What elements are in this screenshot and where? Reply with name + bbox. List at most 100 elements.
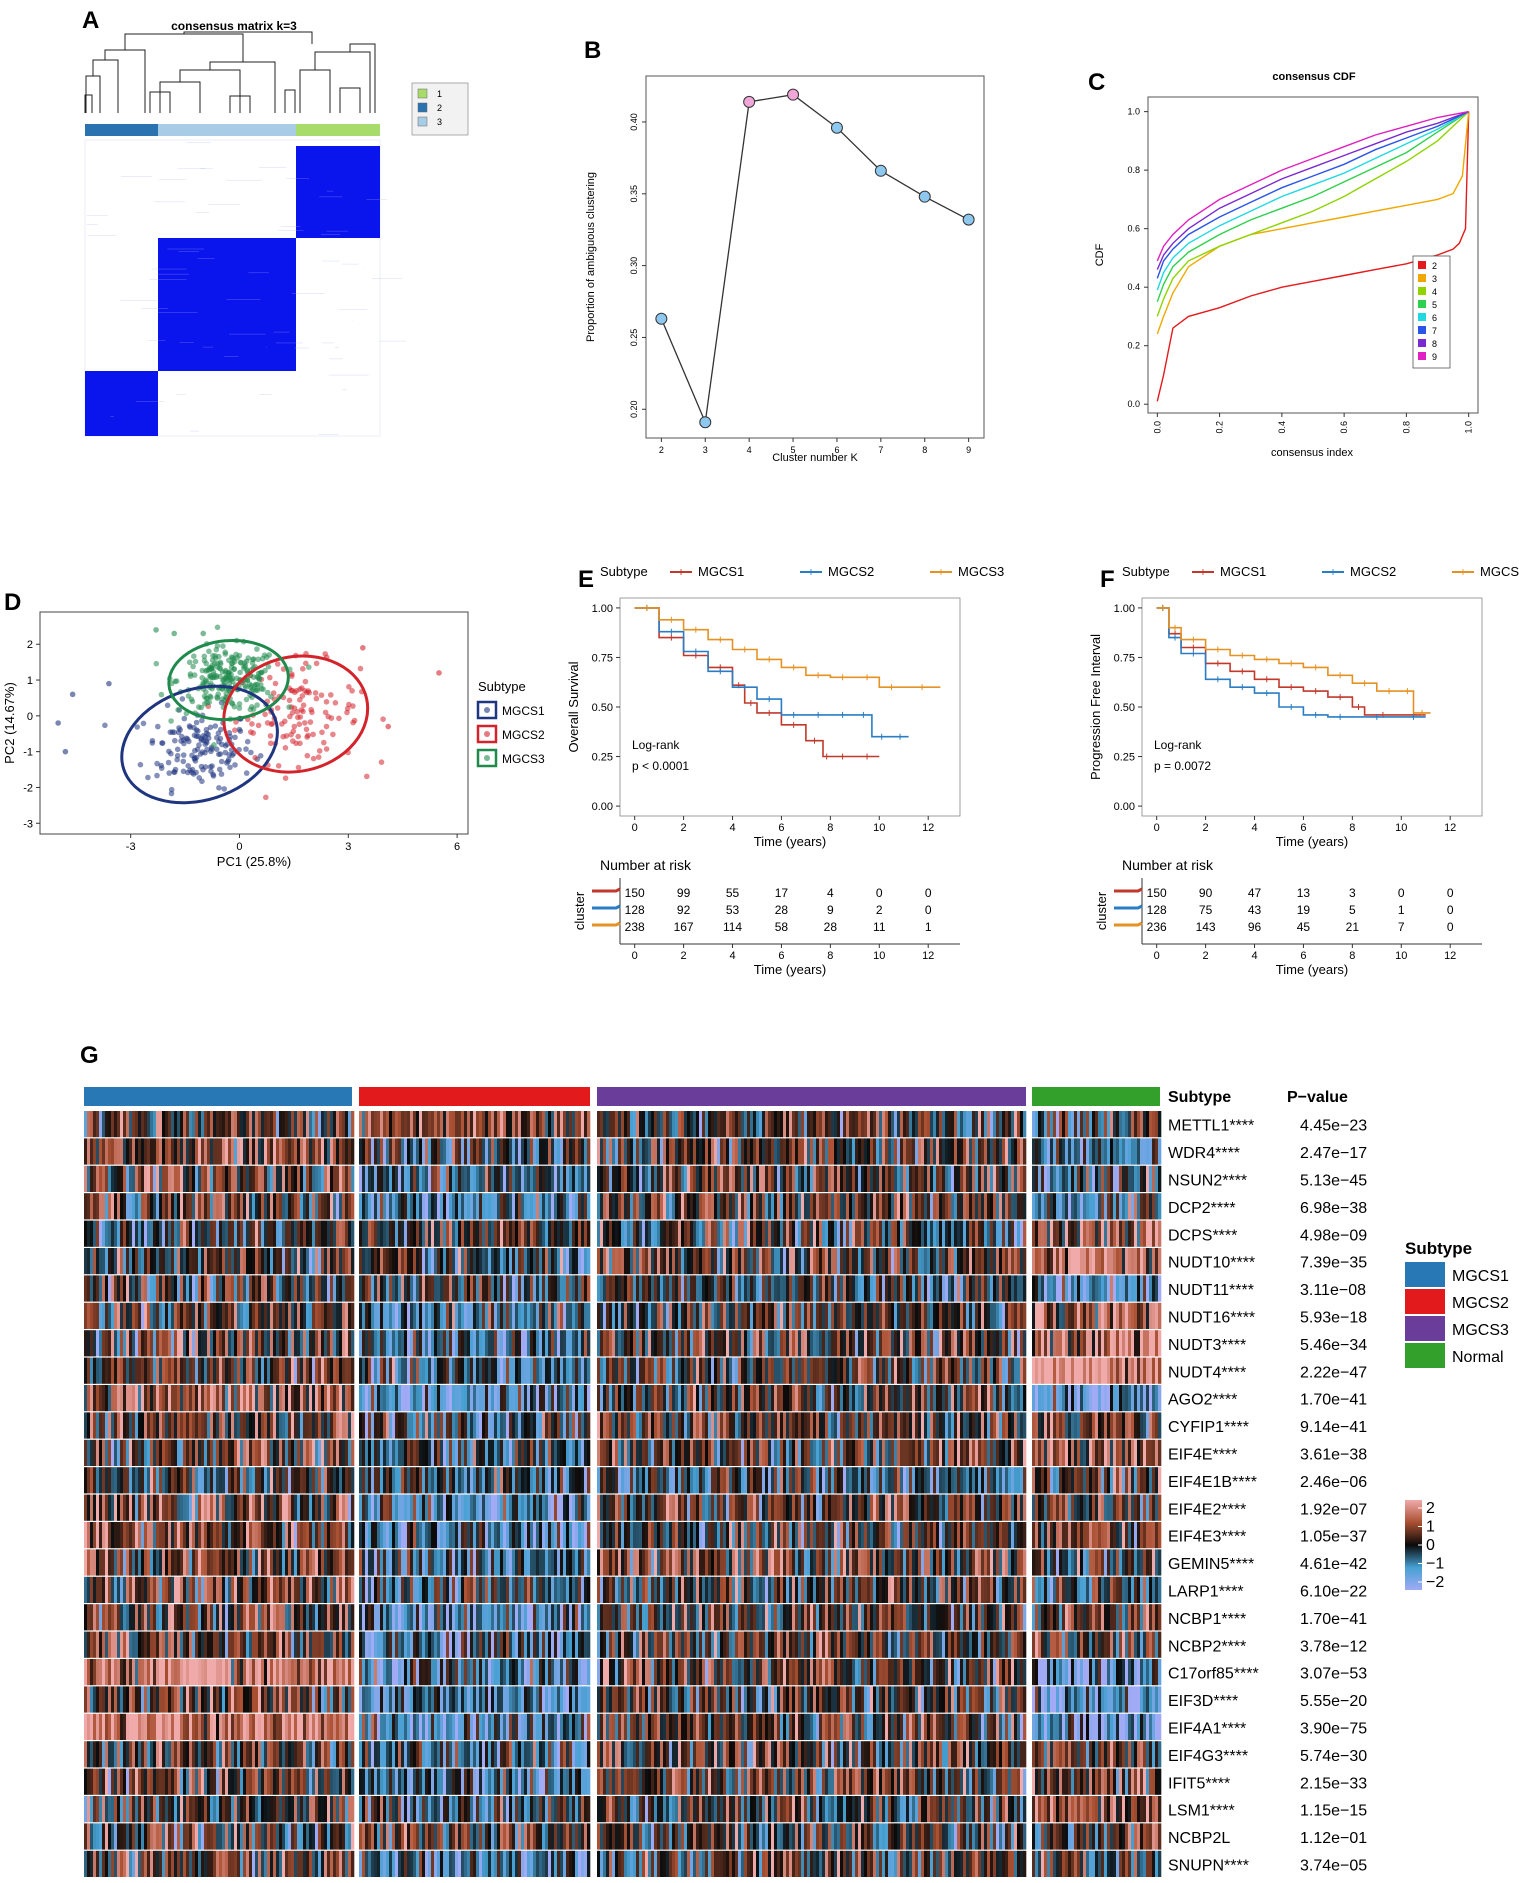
heatmap-cell bbox=[1137, 1302, 1141, 1329]
heatmap-cell bbox=[189, 1220, 193, 1247]
heatmap-cell bbox=[711, 1111, 715, 1138]
heatmap-cell bbox=[147, 1220, 151, 1247]
heatmap-cell bbox=[870, 1330, 874, 1357]
heatmap-cell bbox=[624, 1385, 628, 1412]
heatmap-cell bbox=[222, 1412, 226, 1439]
heatmap-cell bbox=[165, 1193, 169, 1220]
dendrogram-branch bbox=[92, 59, 119, 113]
heatmap-cell bbox=[401, 1111, 405, 1138]
heatmap-cell bbox=[192, 1220, 196, 1247]
heatmap-cell bbox=[909, 1357, 913, 1384]
heatmap-cell bbox=[138, 1220, 142, 1247]
heatmap-cell bbox=[1110, 1193, 1114, 1220]
heatmap-cell bbox=[882, 1330, 886, 1357]
heatmap-cell bbox=[192, 1248, 196, 1275]
heatmap-cell bbox=[1125, 1138, 1129, 1165]
pca-point-mgcs2 bbox=[303, 660, 309, 667]
heatmap-cell bbox=[1074, 1138, 1078, 1165]
heatmap-cell bbox=[386, 1193, 390, 1220]
heatmap-cell bbox=[584, 1275, 588, 1302]
heatmap-cell bbox=[873, 1220, 877, 1247]
heatmap-cell bbox=[744, 1138, 748, 1165]
heatmap-cell bbox=[500, 1385, 504, 1412]
heatmap-cell bbox=[927, 1165, 931, 1192]
heatmap-cell bbox=[216, 1138, 220, 1165]
heatmap-cell bbox=[1131, 1330, 1135, 1357]
pca-point-mgcs2 bbox=[380, 716, 386, 722]
heatmap-cell bbox=[606, 1138, 610, 1165]
heatmap-cell bbox=[1107, 1330, 1111, 1357]
heatmap-cell bbox=[141, 1220, 145, 1247]
heatmap-cell bbox=[324, 1138, 328, 1165]
heatmap-cell bbox=[729, 1275, 733, 1302]
heatmap-cell bbox=[870, 1111, 874, 1138]
heatmap-cell bbox=[1131, 1138, 1135, 1165]
heatmap-cell bbox=[993, 1248, 997, 1275]
heatmap-cell bbox=[693, 1275, 697, 1302]
pca-point-mgcs3 bbox=[189, 698, 196, 705]
heatmap-cell bbox=[1077, 1302, 1081, 1329]
heatmap-cell bbox=[345, 1357, 349, 1384]
heatmap-cell bbox=[981, 1357, 985, 1384]
risk-count: 28 bbox=[824, 920, 838, 934]
heatmap-cell bbox=[666, 1302, 670, 1329]
heatmap-cell bbox=[816, 1357, 820, 1384]
heatmap-cell bbox=[705, 1357, 709, 1384]
heatmap-cell bbox=[297, 1220, 301, 1247]
heatmap-cell bbox=[1155, 1220, 1159, 1247]
km-censor-mark bbox=[815, 672, 822, 679]
heatmap-cell bbox=[756, 1330, 760, 1357]
heatmap-cell bbox=[578, 1302, 582, 1329]
heatmap-cell bbox=[446, 1193, 450, 1220]
heatmap-cell bbox=[870, 1220, 874, 1247]
heatmap-cell bbox=[957, 1302, 961, 1329]
heatmap-cell bbox=[966, 1275, 970, 1302]
heatmap-cell bbox=[693, 1330, 697, 1357]
heatmap-cell bbox=[117, 1412, 121, 1439]
pca-point-mgcs1 bbox=[168, 750, 174, 757]
heatmap-cell bbox=[557, 1385, 561, 1412]
heatmap-cell bbox=[624, 1165, 628, 1192]
heatmap-cell bbox=[663, 1385, 667, 1412]
dendrogram-branch bbox=[349, 43, 376, 113]
heatmap-cell bbox=[488, 1248, 492, 1275]
heatmap-cell bbox=[861, 1138, 865, 1165]
pca-point-mgcs3 bbox=[204, 695, 210, 701]
heatmap-cell bbox=[1008, 1330, 1012, 1357]
heatmap-cell bbox=[717, 1330, 721, 1357]
heatmap-cell bbox=[351, 1412, 355, 1439]
c-ytick-label: 1.0 bbox=[1127, 107, 1140, 117]
heatmap-cell bbox=[894, 1111, 898, 1138]
heatmap-cell bbox=[831, 1357, 835, 1384]
heatmap-cell bbox=[569, 1165, 573, 1192]
heatmap-cell bbox=[885, 1220, 889, 1247]
heatmap-cell bbox=[837, 1330, 841, 1357]
heatmap-cell bbox=[852, 1193, 856, 1220]
heatmap-cell bbox=[777, 1220, 781, 1247]
heatmap-cell bbox=[84, 1248, 88, 1275]
heatmap-cell bbox=[690, 1248, 694, 1275]
heatmap-cell bbox=[1017, 1330, 1021, 1357]
heatmap-cell bbox=[1053, 1248, 1057, 1275]
heatmap-cell bbox=[1119, 1193, 1123, 1220]
heatmap-cell bbox=[464, 1193, 468, 1220]
heatmap-cell bbox=[306, 1412, 310, 1439]
heatmap-cell bbox=[720, 1111, 724, 1138]
heatmap-cell bbox=[735, 1385, 739, 1412]
pca-point-mgcs3 bbox=[199, 675, 205, 681]
heatmap-cell bbox=[840, 1111, 844, 1138]
heatmap-cell bbox=[536, 1302, 540, 1329]
pca-point-mgcs1 bbox=[197, 751, 204, 757]
heatmap-cell bbox=[189, 1165, 193, 1192]
heatmap-cell bbox=[792, 1165, 796, 1192]
heatmap-cell bbox=[518, 1220, 522, 1247]
km-censor-mark bbox=[717, 668, 724, 675]
heatmap-cell bbox=[279, 1302, 283, 1329]
heatmap-cell bbox=[470, 1220, 474, 1247]
heatmap-cell bbox=[419, 1138, 423, 1165]
heatmap-cell bbox=[404, 1275, 408, 1302]
heatmap-cell bbox=[744, 1248, 748, 1275]
heatmap-cell bbox=[282, 1302, 286, 1329]
heatmap-cell bbox=[294, 1385, 298, 1412]
heatmap-cell bbox=[657, 1165, 661, 1192]
